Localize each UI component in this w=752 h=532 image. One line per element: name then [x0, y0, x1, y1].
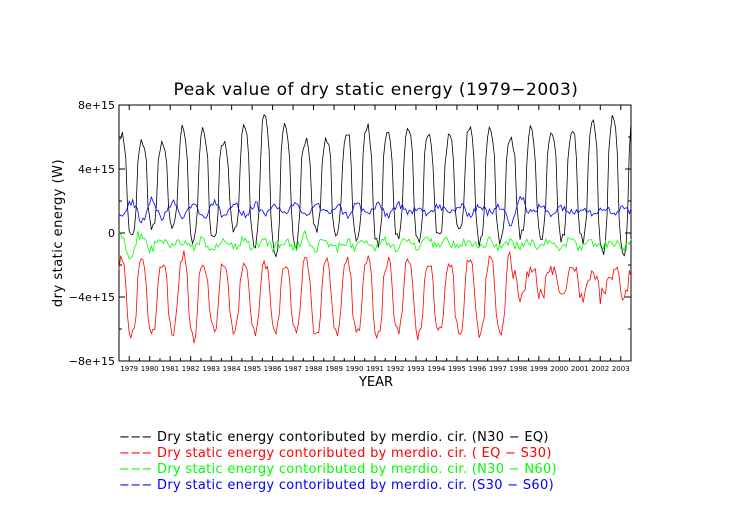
x-tick-label: 1993 [407, 365, 425, 373]
y-axis: 8e+15 4e+15 0 −4e+15 −8e+15 [69, 99, 631, 368]
x-tick-label: 1992 [387, 365, 405, 373]
series-lines [118, 114, 632, 344]
y-tick-label: 4e+15 [78, 163, 115, 176]
x-tick-label: 1980 [141, 365, 159, 373]
x-tick-label: 1998 [509, 365, 527, 373]
x-tick-label: 1994 [428, 365, 446, 373]
x-tick-label: 2003 [612, 365, 630, 373]
x-tick-label: 1984 [223, 365, 241, 373]
x-tick-label: 1997 [489, 365, 507, 373]
y-tick-label: 0 [108, 227, 115, 240]
legend-entry-2: −−− Dry static energy contoributed by me… [119, 462, 557, 477]
x-tick-label: 2002 [591, 365, 609, 373]
chart-title: Peak value of dry static energy (1979−20… [174, 80, 579, 100]
legend-entry-3: −−− Dry static energy contoributed by me… [119, 478, 554, 493]
series-line-1 [118, 250, 632, 344]
x-tick-label: 1990 [346, 365, 364, 373]
legend-entry-0: −−− Dry static energy contoributed by me… [119, 430, 549, 445]
x-tick-label: 1982 [182, 365, 200, 373]
x-tick-label: 1988 [305, 365, 323, 373]
legend-entry-1: −−− Dry static energy contoributed by me… [119, 446, 552, 461]
x-axis: 1979 1980 1981 1982 1983 1984 1985 1986 1987 1988… [118, 105, 630, 373]
x-tick-label: 1989 [325, 365, 343, 373]
series-line-0 [118, 114, 632, 258]
x-tick-label: 1981 [161, 365, 179, 373]
x-tick-label: 2000 [550, 365, 568, 373]
x-tick-label: 1986 [264, 365, 282, 373]
y-axis-label: dry static energy (W) [51, 159, 66, 307]
x-tick-label: 1985 [243, 365, 261, 373]
x-tick-label: 1983 [202, 365, 220, 373]
x-tick-label: 1991 [366, 365, 384, 373]
x-axis-label: YEAR [358, 375, 393, 390]
x-tick-label: 2001 [571, 365, 589, 373]
x-tick-label: 1979 [120, 365, 138, 373]
series-line-3 [118, 195, 632, 227]
y-tick-label: −8e+15 [69, 355, 115, 368]
x-tick-label: 1996 [468, 365, 486, 373]
y-tick-label: −4e+15 [69, 291, 115, 304]
x-tick-label: 1999 [530, 365, 548, 373]
x-tick-label: 1987 [284, 365, 302, 373]
y-tick-label: 8e+15 [78, 99, 115, 112]
legend: −−− Dry static energy contoributed by me… [119, 430, 557, 493]
series-line-2 [118, 229, 632, 260]
x-tick-label: 1995 [448, 365, 466, 373]
